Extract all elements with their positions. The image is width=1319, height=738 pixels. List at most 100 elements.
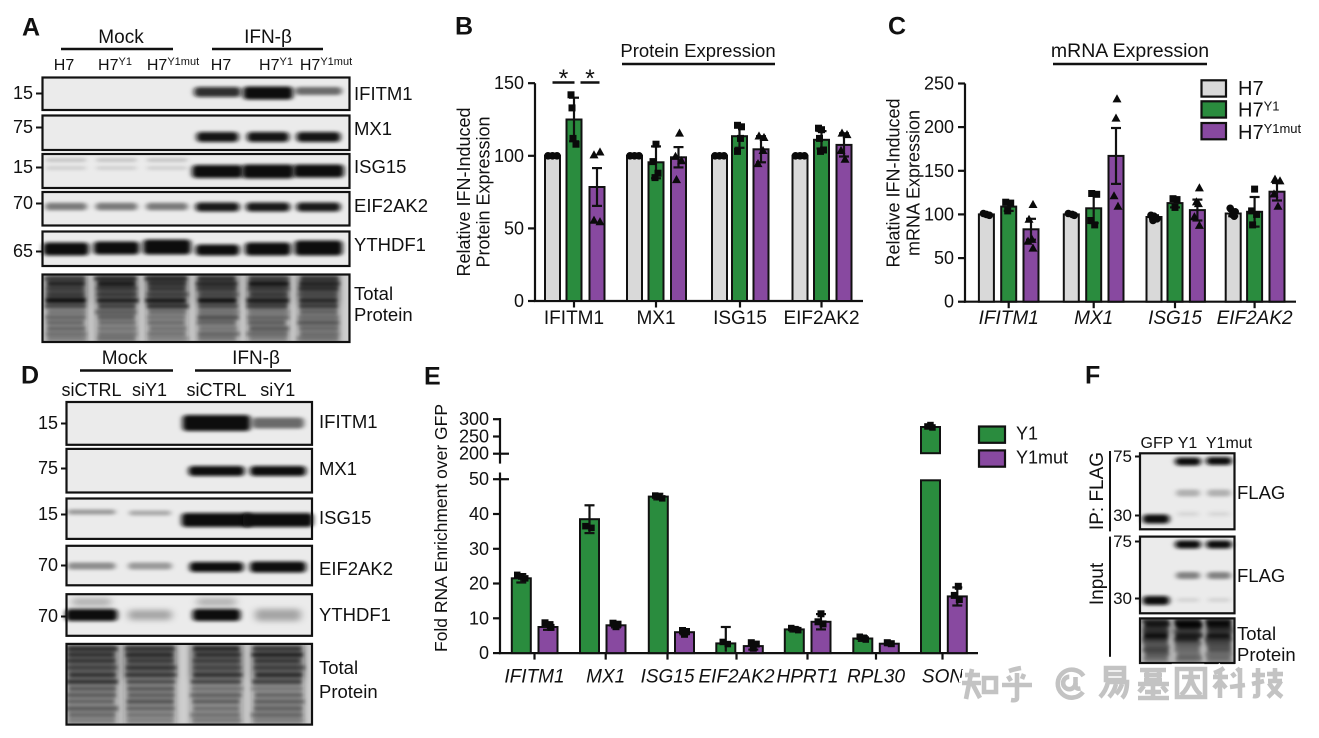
svg-text:Y1: Y1 bbox=[1016, 424, 1038, 444]
svg-text:ISG15: ISG15 bbox=[641, 667, 695, 688]
svg-text:Total: Total bbox=[1237, 623, 1276, 644]
svg-text:200: 200 bbox=[459, 444, 489, 464]
svg-text:SON: SON bbox=[922, 667, 963, 688]
svg-text:200: 200 bbox=[924, 117, 954, 137]
svg-text:MX1: MX1 bbox=[1074, 308, 1113, 329]
svg-text:EIF2AK2: EIF2AK2 bbox=[319, 558, 393, 579]
svg-text:15: 15 bbox=[38, 413, 58, 433]
svg-text:75: 75 bbox=[1113, 532, 1132, 551]
svg-text:50: 50 bbox=[934, 248, 954, 268]
svg-text:70: 70 bbox=[38, 555, 58, 575]
svg-text:FLAG: FLAG bbox=[1237, 565, 1285, 586]
svg-text:GFP: GFP bbox=[1141, 435, 1174, 452]
svg-text:H7Y1mut: H7Y1mut bbox=[147, 56, 199, 74]
svg-text:Y1mut: Y1mut bbox=[1206, 435, 1253, 452]
svg-text:10: 10 bbox=[469, 608, 489, 628]
svg-text:H7Y1: H7Y1 bbox=[259, 56, 293, 74]
svg-text:Relative IFN-Induced: Relative IFN-Induced bbox=[454, 107, 474, 276]
svg-text:300: 300 bbox=[459, 409, 489, 429]
svg-text:F: F bbox=[1085, 362, 1100, 390]
svg-text:H7: H7 bbox=[54, 57, 75, 74]
svg-text:250: 250 bbox=[459, 427, 489, 447]
svg-text:siCTRL: siCTRL bbox=[186, 380, 246, 400]
svg-text:H7Y1: H7Y1 bbox=[1238, 99, 1279, 122]
svg-text:IFN-β: IFN-β bbox=[244, 27, 292, 48]
svg-text:FLAG: FLAG bbox=[1237, 482, 1285, 503]
svg-text:50: 50 bbox=[504, 218, 524, 238]
svg-text:50: 50 bbox=[469, 469, 489, 489]
svg-text:Total: Total bbox=[354, 283, 393, 304]
svg-text:70: 70 bbox=[13, 193, 33, 213]
svg-text:H7: H7 bbox=[211, 57, 232, 74]
svg-text:20: 20 bbox=[469, 574, 489, 594]
svg-text:0: 0 bbox=[479, 643, 489, 663]
svg-text:Protein: Protein bbox=[354, 304, 413, 325]
svg-text:IFITM1: IFITM1 bbox=[544, 308, 604, 329]
svg-text:MX1: MX1 bbox=[636, 308, 675, 329]
svg-text:siY1: siY1 bbox=[132, 380, 167, 400]
svg-text:H7Y1mut: H7Y1mut bbox=[1238, 121, 1302, 144]
svg-text:IFITM1: IFITM1 bbox=[504, 667, 564, 688]
svg-text:A: A bbox=[22, 14, 40, 42]
svg-text:IFN-β: IFN-β bbox=[232, 348, 280, 369]
svg-text:Protein: Protein bbox=[1237, 644, 1296, 665]
svg-text:ISG15: ISG15 bbox=[319, 507, 371, 528]
svg-text:Protein Expression: Protein Expression bbox=[620, 40, 775, 61]
svg-text:75: 75 bbox=[38, 458, 58, 478]
svg-text:40: 40 bbox=[469, 504, 489, 524]
svg-text:Y1mut: Y1mut bbox=[1016, 448, 1068, 468]
svg-text:65: 65 bbox=[13, 241, 33, 261]
svg-text:H7: H7 bbox=[1238, 78, 1264, 100]
svg-text:100: 100 bbox=[924, 204, 954, 224]
svg-text:Fold RNA Enrichment over GFP: Fold RNA Enrichment over GFP bbox=[431, 404, 451, 652]
svg-text:YTHDF1: YTHDF1 bbox=[319, 604, 391, 625]
svg-text:Total: Total bbox=[319, 657, 358, 678]
svg-text:Protein: Protein bbox=[319, 681, 378, 702]
svg-text:Y1: Y1 bbox=[1178, 435, 1198, 452]
svg-text:Mock: Mock bbox=[102, 348, 148, 369]
svg-text:250: 250 bbox=[924, 74, 954, 94]
svg-text:YTHDF1: YTHDF1 bbox=[354, 234, 426, 255]
svg-text:30: 30 bbox=[1113, 506, 1132, 525]
svg-text:siY1: siY1 bbox=[260, 380, 295, 400]
svg-text:C: C bbox=[888, 13, 906, 41]
svg-text:H7Y1: H7Y1 bbox=[98, 56, 132, 74]
svg-text:EIF2AK2: EIF2AK2 bbox=[783, 308, 859, 329]
svg-text:E: E bbox=[424, 363, 441, 391]
svg-text:HPRT1: HPRT1 bbox=[777, 667, 839, 688]
svg-text:70: 70 bbox=[38, 606, 58, 626]
svg-text:B: B bbox=[455, 13, 473, 41]
svg-text:0: 0 bbox=[944, 292, 954, 312]
svg-text:siCTRL: siCTRL bbox=[61, 380, 121, 400]
svg-text:IFITM1: IFITM1 bbox=[319, 411, 378, 432]
svg-text:IFITM1: IFITM1 bbox=[979, 308, 1039, 329]
svg-text:15: 15 bbox=[13, 83, 33, 103]
svg-text:EIF2AK2: EIF2AK2 bbox=[354, 195, 428, 216]
svg-text:IFITM1: IFITM1 bbox=[354, 83, 413, 104]
svg-text:30: 30 bbox=[469, 539, 489, 559]
svg-text:MX1: MX1 bbox=[319, 458, 357, 479]
svg-text:MX1: MX1 bbox=[586, 667, 625, 688]
svg-text:EIF2AK2: EIF2AK2 bbox=[698, 667, 774, 688]
svg-text:30: 30 bbox=[1113, 589, 1132, 608]
svg-text:ISG15: ISG15 bbox=[1148, 308, 1202, 329]
svg-text:15: 15 bbox=[38, 504, 58, 524]
svg-text:75: 75 bbox=[13, 117, 33, 137]
svg-text:0: 0 bbox=[514, 291, 524, 311]
svg-text:H7Y1mut: H7Y1mut bbox=[300, 56, 352, 74]
svg-text:IP: FLAG: IP: FLAG bbox=[1087, 452, 1108, 530]
svg-text:mRNA Expression: mRNA Expression bbox=[904, 110, 924, 256]
svg-text:Mock: Mock bbox=[98, 27, 144, 48]
svg-text:ISG15: ISG15 bbox=[354, 156, 406, 177]
svg-text:75: 75 bbox=[1113, 447, 1132, 466]
svg-text:Protein Expression: Protein Expression bbox=[474, 116, 494, 267]
svg-text:MX1: MX1 bbox=[354, 118, 392, 139]
svg-text:RPL30: RPL30 bbox=[847, 667, 906, 688]
svg-text:*: * bbox=[559, 65, 569, 93]
svg-text:Relative IFN-Induced: Relative IFN-Induced bbox=[884, 98, 904, 267]
svg-text:D: D bbox=[21, 362, 39, 390]
svg-text:100: 100 bbox=[494, 146, 524, 166]
svg-text:15: 15 bbox=[13, 157, 33, 177]
svg-text:150: 150 bbox=[924, 161, 954, 181]
svg-text:150: 150 bbox=[494, 73, 524, 93]
